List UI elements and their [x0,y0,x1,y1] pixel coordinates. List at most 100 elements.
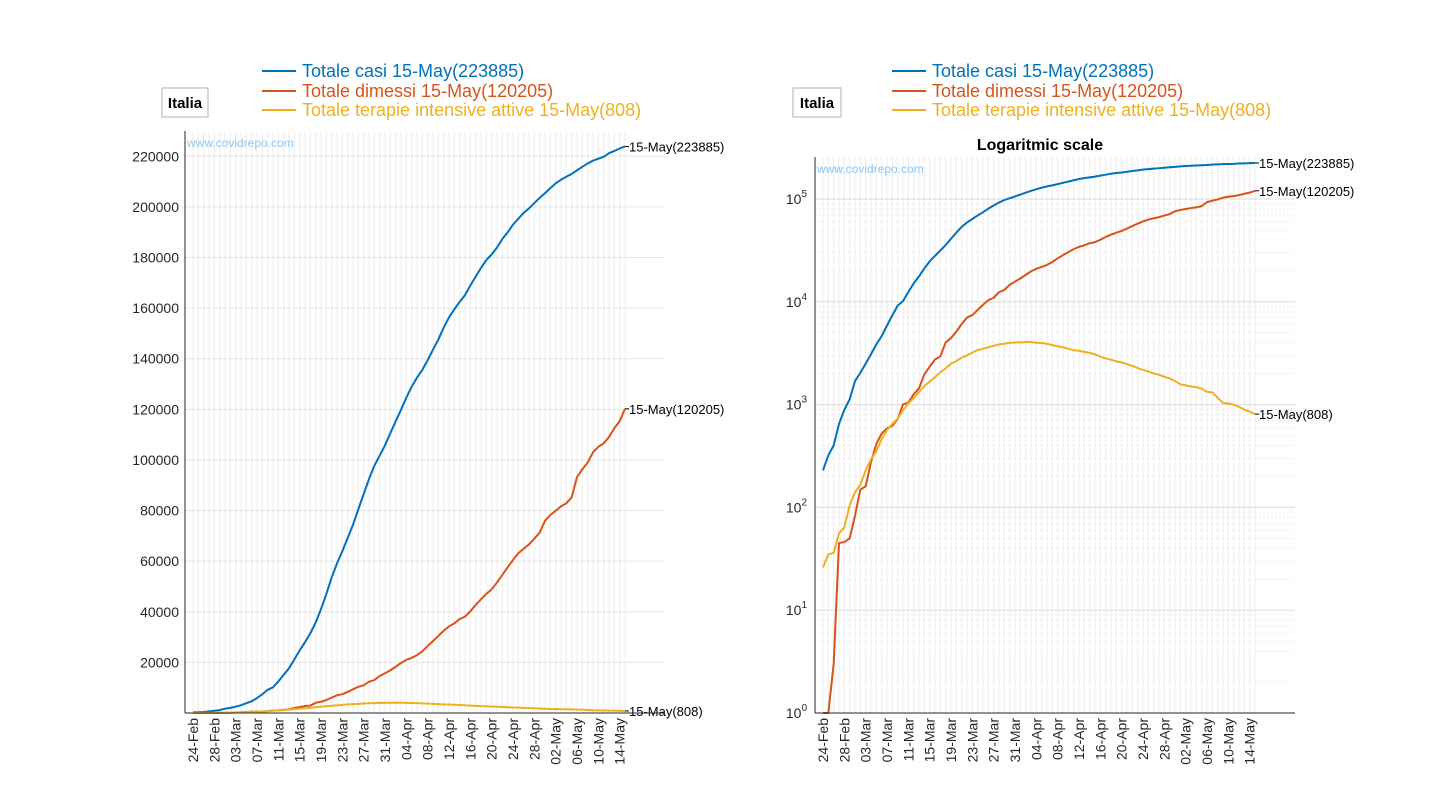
x-tick-label: 27-Mar [356,718,372,763]
y-tick-label: 100000 [132,452,179,468]
log-legend: Totale casi 15-May(223885) Totale dimess… [892,61,1271,120]
y-tick-label: 102 [786,497,808,515]
x-tick-label: 20-Apr [1114,718,1130,760]
linear-region-box: Italia [161,87,209,118]
end-label: 15-May(120205) [1259,184,1354,199]
x-tick-label: 28-Feb [836,718,852,763]
y-tick-label: 180000 [132,250,179,266]
y-tick-label: 103 [786,395,808,413]
y-tick-label: 100 [786,703,808,721]
log-x-ticks: 24-Feb 28-Feb 03-Mar 07-Mar 11-Mar 15-Mar 19-M… [815,718,1258,765]
x-tick-label: 24-Feb [815,718,831,763]
x-tick-label: 07-Mar [249,718,265,763]
linear-legend: Totale casi 15-May(223885) Totale dimess… [262,61,641,120]
y-tick-label: 140000 [132,351,179,367]
x-tick-label: 08-Apr [420,718,436,760]
x-tick-label: 28-Feb [206,718,222,763]
x-tick-label: 19-Mar [313,718,329,763]
legend-label-dimessi: Totale dimessi 15-May(120205) [302,81,553,101]
series-line-0 [822,162,1256,471]
x-tick-label: 11-Mar [900,718,916,762]
linear-end-labels: 15-May(223885) 15-May(120205) 15-May(808) [625,139,724,719]
x-tick-label: 10-May [590,718,606,765]
watermark: www.covidrepo.com [186,136,294,150]
legend-label-casi: Totale casi 15-May(223885) [932,61,1154,81]
x-tick-label: 14-May [612,718,628,765]
x-tick-label: 23-Mar [964,718,980,763]
x-tick-label: 12-Apr [441,718,457,760]
linear-x-ticks: 24-Feb 28-Feb 03-Mar 07-Mar 11-Mar 15-Mar 19-M… [185,718,628,765]
x-tick-label: 27-Mar [986,718,1002,763]
legend-label-dimessi: Totale dimessi 15-May(120205) [932,81,1183,101]
x-tick-label: 19-Mar [943,718,959,763]
y-tick-label: 40000 [140,604,179,620]
x-tick-label: 28-Apr [526,718,542,760]
y-tick-label: 160000 [132,300,179,316]
log-end-labels: 15-May(223885) 15-May(120205) 15-May(808) [1255,156,1354,422]
log-y-ticks: 100 101 102 103 104 105 [786,189,808,721]
log-series-lines [822,162,1256,714]
x-tick-label: 11-Mar [270,718,286,762]
x-tick-label: 24-Feb [185,718,201,763]
end-label: 15-May(808) [1259,407,1333,422]
x-tick-label: 10-May [1220,718,1236,765]
x-tick-label: 15-Mar [922,718,938,763]
log-chart-panel: Totale casi 15-May(223885) Totale dimess… [786,61,1355,765]
x-tick-label: 08-Apr [1050,718,1066,760]
log-region-box: Italia [792,87,842,118]
x-tick-label: 07-Mar [879,718,895,763]
region-label: Italia [800,95,835,112]
linear-grid [185,131,665,713]
x-tick-label: 15-Mar [292,718,308,763]
end-label: 15-May(223885) [629,139,724,154]
y-tick-label: 220000 [132,148,179,164]
linear-chart-panel: Totale casi 15-May(223885) Totale dimess… [132,61,724,765]
region-box-frame [161,87,209,118]
x-tick-label: 31-Mar [377,718,393,763]
series-line-2 [192,701,626,714]
x-tick-label: 23-Mar [334,718,350,763]
x-tick-label: 04-Apr [1028,718,1044,760]
y-tick-label: 104 [786,292,808,310]
series-line-0 [192,145,626,714]
y-tick-label: 80000 [140,503,179,519]
x-tick-label: 14-May [1242,718,1258,765]
x-tick-label: 20-Apr [484,718,500,760]
y-tick-label: 120000 [132,401,179,417]
legend-label-casi: Totale casi 15-May(223885) [302,61,524,81]
region-label: Italia [168,95,203,112]
x-tick-label: 03-Mar [228,718,244,763]
x-tick-label: 06-May [569,718,585,765]
x-tick-label: 03-Mar [858,718,874,763]
linear-y-ticks: 20000 40000 60000 80000 100000 120000 140000 16… [132,148,179,670]
log-grid [815,157,1295,714]
y-tick-label: 200000 [132,199,179,215]
y-tick-label: 105 [786,189,808,207]
x-tick-label: 16-Apr [462,718,478,760]
x-tick-label: 28-Apr [1156,718,1172,760]
linear-series-lines [192,145,626,714]
series-line-1 [823,189,1256,714]
x-tick-label: 06-May [1199,718,1215,765]
x-tick-label: 31-Mar [1007,718,1023,763]
y-tick-label: 101 [786,600,808,618]
x-tick-label: 02-May [1178,718,1194,765]
x-tick-label: 02-May [548,718,564,765]
y-tick-label: 20000 [140,654,179,670]
legend-label-terapie: Totale terapie intensive attive 15-May(8… [302,100,641,120]
y-tick-label: 60000 [140,553,179,569]
x-tick-label: 12-Apr [1071,718,1087,760]
x-tick-label: 04-Apr [398,718,414,760]
x-tick-label: 16-Apr [1092,718,1108,760]
region-box-frame [792,87,842,118]
series-line-2 [822,340,1256,568]
x-tick-label: 24-Apr [505,718,521,760]
end-label: 15-May(120205) [629,402,724,417]
x-tick-label: 24-Apr [1135,718,1151,760]
watermark: www.covidrepo.com [816,162,924,176]
log-chart-title: Logaritmic scale [977,137,1103,154]
legend-label-terapie: Totale terapie intensive attive 15-May(8… [932,100,1271,120]
end-label: 15-May(223885) [1259,156,1354,171]
end-label: 15-May(808) [629,704,703,719]
